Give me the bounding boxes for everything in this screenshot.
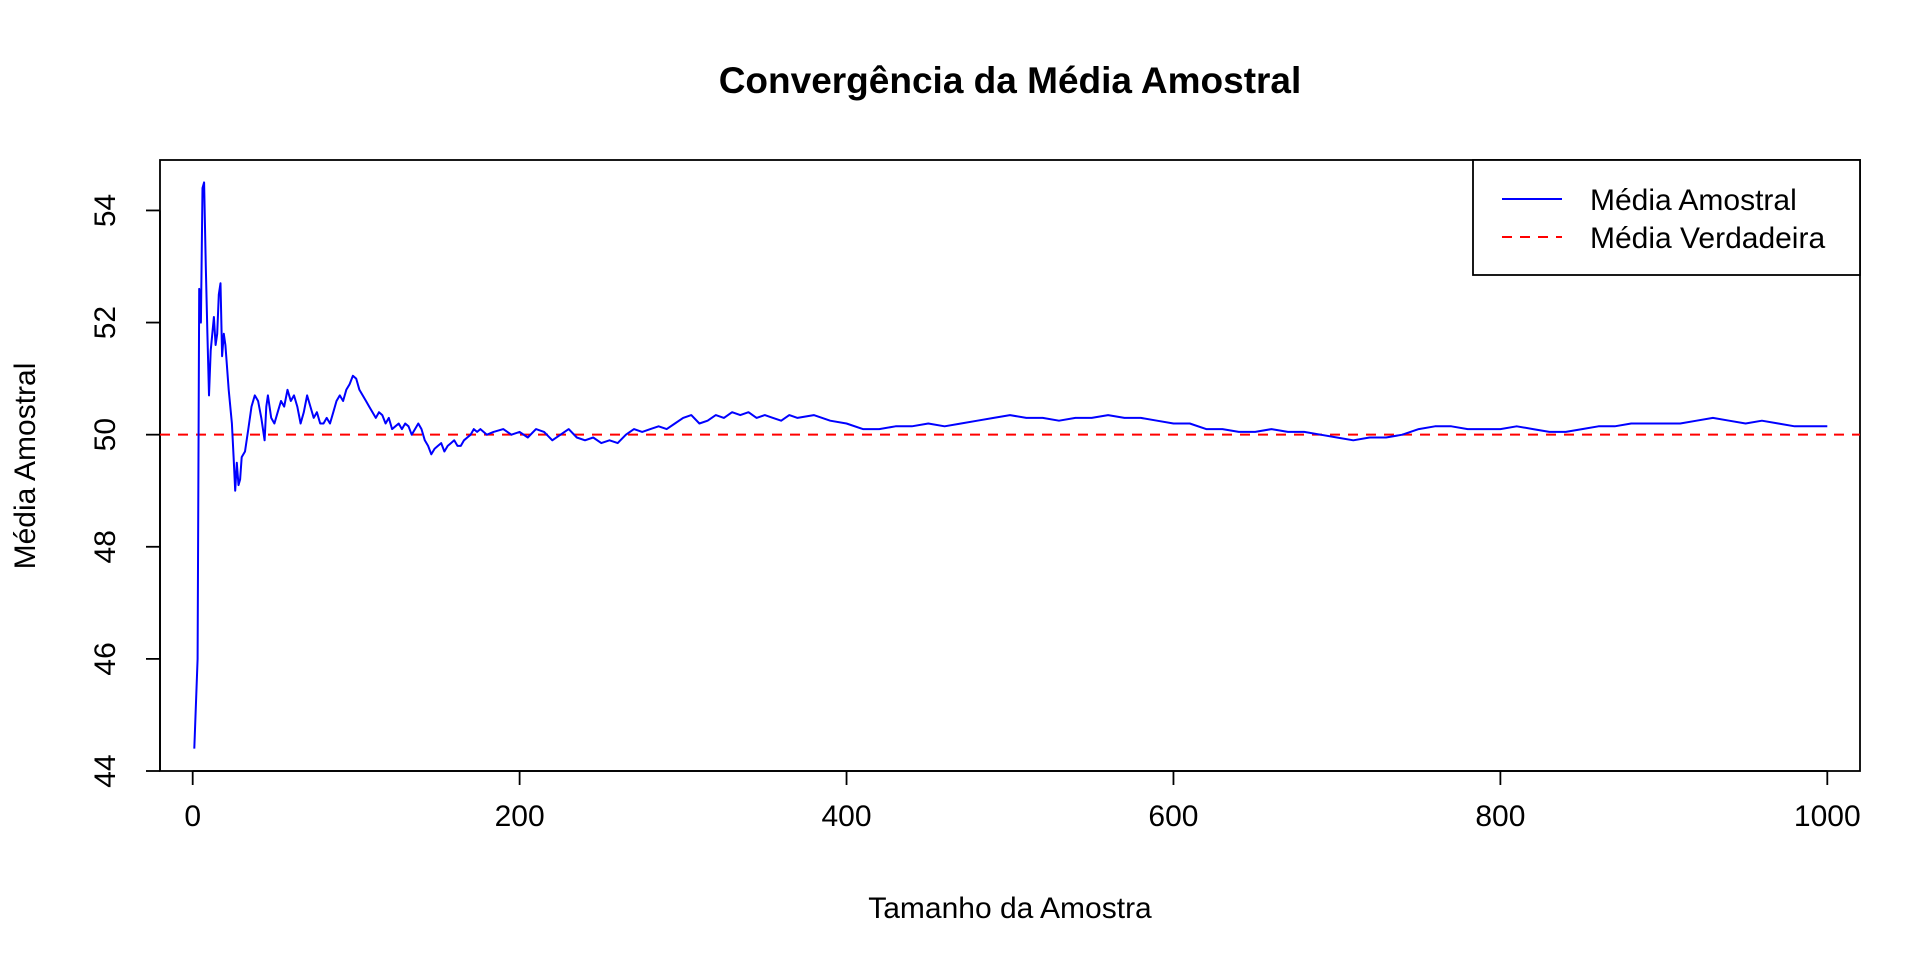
y-tick-label: 52: [89, 306, 122, 339]
x-tick-label: 200: [495, 800, 545, 833]
x-axis: 0 200 400 600 800 1000: [184, 771, 1860, 833]
legend-box: [1473, 160, 1860, 275]
x-tick-label: 400: [822, 800, 872, 833]
y-axis: 44 46 48 50 52 54: [89, 194, 160, 788]
legend-label-true-mean: Média Verdadeira: [1590, 222, 1825, 255]
y-tick-label: 50: [89, 418, 122, 451]
x-tick-label: 800: [1475, 800, 1525, 833]
y-axis-label: Média Amostral: [9, 363, 42, 570]
y-tick-label: 44: [89, 754, 122, 787]
y-tick-label: 48: [89, 530, 122, 563]
x-tick-label: 1000: [1794, 800, 1861, 833]
chart-title: Convergência da Média Amostral: [719, 60, 1302, 101]
legend: Média Amostral Média Verdadeira: [1473, 160, 1860, 275]
x-tick-label: 0: [184, 800, 201, 833]
legend-label-sample-mean: Média Amostral: [1590, 184, 1797, 217]
y-tick-label: 46: [89, 642, 122, 675]
x-tick-label: 600: [1148, 800, 1198, 833]
x-axis-label: Tamanho da Amostra: [868, 892, 1152, 925]
y-tick-label: 54: [89, 194, 122, 227]
